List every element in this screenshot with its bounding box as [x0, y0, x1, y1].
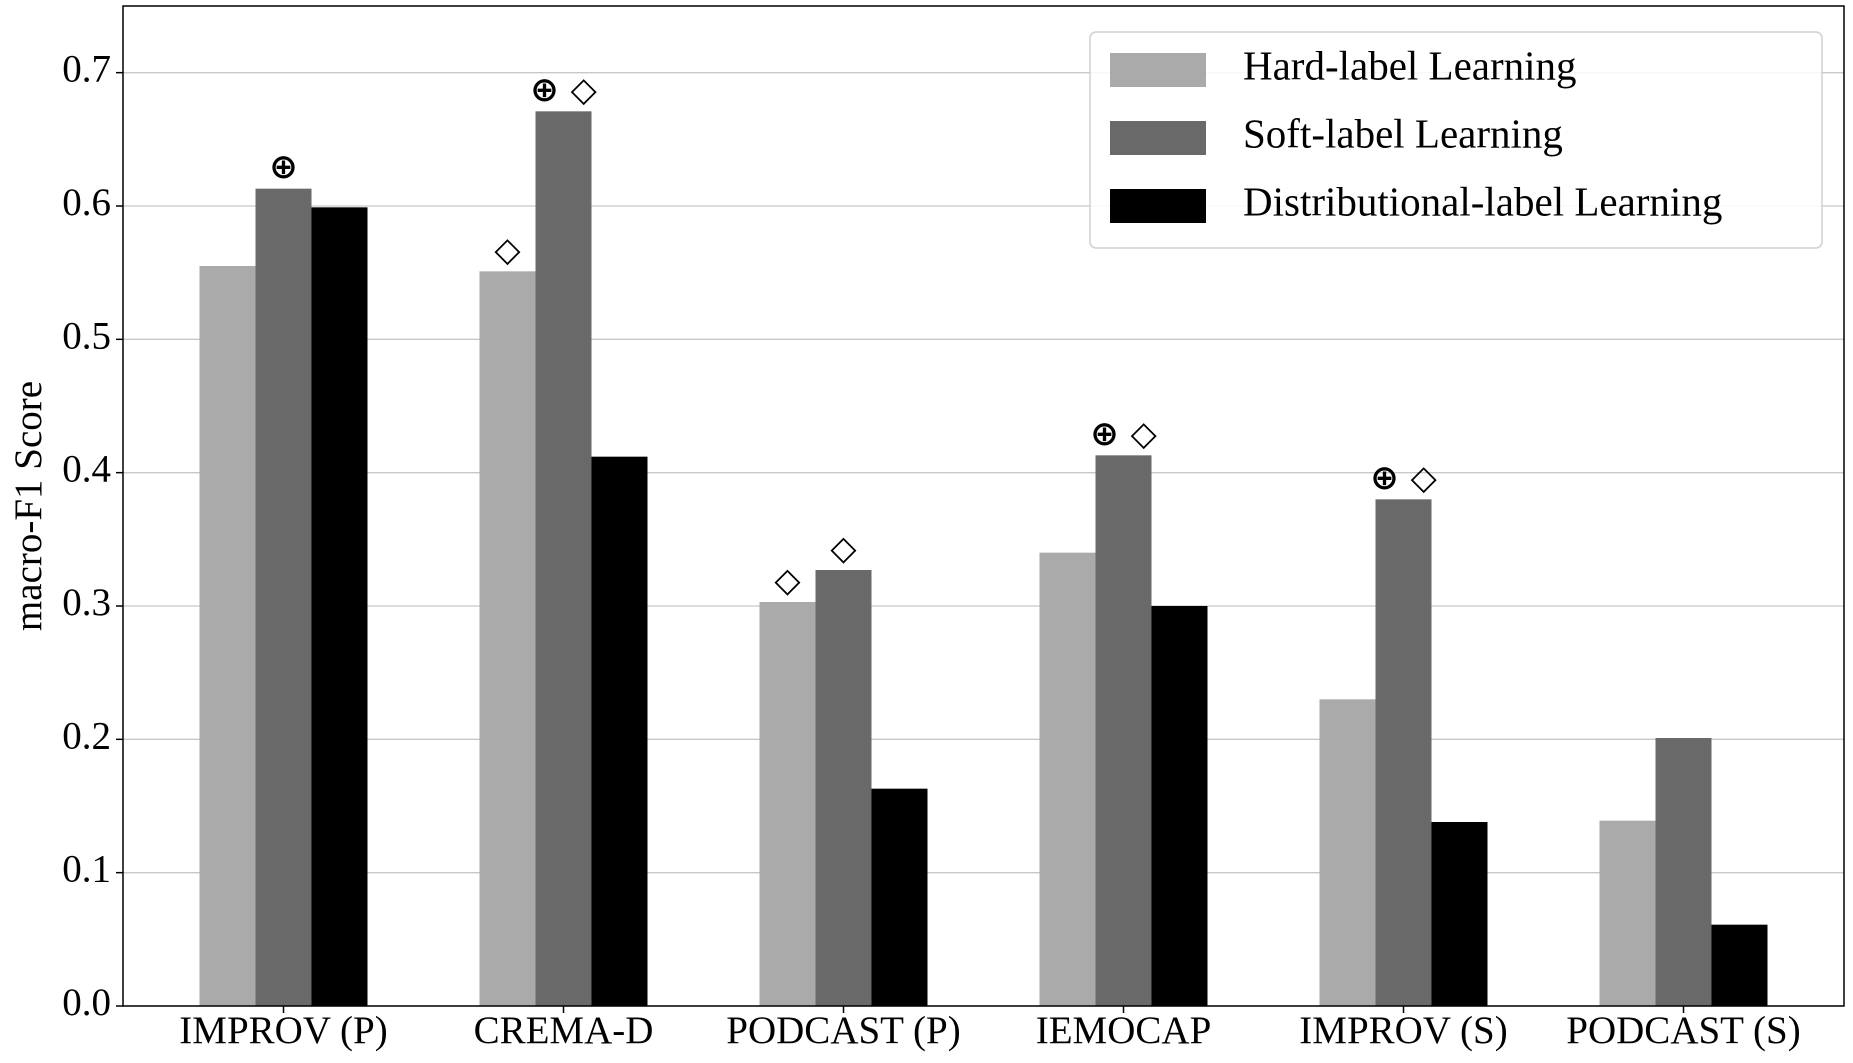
bar [1599, 820, 1656, 1006]
bar [1655, 738, 1712, 1006]
significance-marker: ⊕ ◇ [1370, 458, 1437, 498]
significance-marker: ⊕ [269, 147, 298, 187]
bar [591, 456, 648, 1007]
bar [255, 188, 312, 1006]
x-tick-label: PODCAST (P) [726, 1009, 960, 1052]
y-tick-label: 0.5 [62, 314, 111, 357]
x-tick-label: CREMA-D [474, 1009, 654, 1052]
bar [1039, 552, 1096, 1006]
bar [1319, 699, 1376, 1006]
legend-swatch [1110, 189, 1206, 223]
legend-swatch [1110, 121, 1206, 155]
y-tick-label: 0.2 [62, 714, 111, 757]
significance-marker: ◇ [494, 230, 521, 270]
bar [479, 271, 536, 1006]
x-tick-label: IMPROV (P) [179, 1009, 387, 1052]
x-tick-label: IMPROV (S) [1299, 1009, 1507, 1052]
y-tick-label: 0.3 [62, 581, 111, 624]
legend-label: Distributional-label Learning [1243, 178, 1722, 224]
bar [759, 602, 816, 1006]
bar [535, 111, 592, 1007]
bar [1375, 499, 1432, 1006]
bar [1095, 455, 1152, 1006]
bar [871, 788, 928, 1006]
significance-marker: ◇ [774, 561, 801, 601]
significance-marker: ⊕ ◇ [1090, 414, 1157, 454]
legend-label: Soft-label Learning [1243, 110, 1563, 156]
x-tick-label: IEMOCAP [1036, 1009, 1212, 1052]
y-tick-label: 0.6 [62, 181, 111, 224]
legend-swatch [1110, 53, 1206, 87]
significance-marker: ◇ [830, 529, 857, 569]
y-tick-label: 0.1 [62, 848, 111, 891]
significance-marker: ⊕ ◇ [530, 70, 597, 110]
x-tick-label: PODCAST (S) [1566, 1009, 1800, 1052]
bar [311, 207, 368, 1007]
y-tick-label: 0.4 [62, 448, 111, 491]
legend-label: Hard-label Learning [1243, 42, 1577, 88]
y-tick-label: 0.7 [62, 48, 111, 91]
bar [1711, 924, 1768, 1006]
y-axis-label: macro-F1 Score [7, 381, 50, 631]
bar [1151, 606, 1208, 1006]
bar [1431, 822, 1488, 1006]
legend-box [1089, 31, 1823, 249]
y-tick-label: 0.0 [62, 981, 111, 1024]
bar [815, 570, 872, 1006]
plot-frame [122, 5, 1845, 1007]
bar [199, 266, 256, 1006]
